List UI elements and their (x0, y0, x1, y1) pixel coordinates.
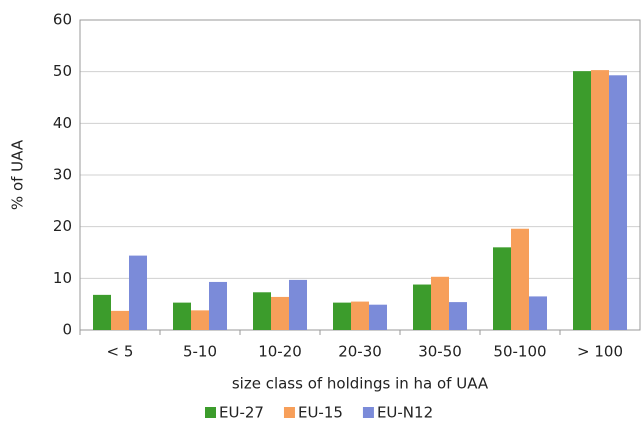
bar (573, 71, 591, 331)
x-tick-label: 20-30 (338, 343, 382, 361)
y-tick-label: 40 (53, 114, 72, 132)
bar (111, 310, 129, 330)
x-tick-label: > 100 (577, 343, 623, 361)
legend-label: EU-N12 (377, 404, 433, 422)
x-axis-title: size class of holdings in ha of UAA (232, 375, 489, 393)
bar (191, 310, 209, 330)
bar (591, 70, 609, 330)
bar (529, 296, 547, 330)
bar (493, 247, 511, 330)
bar (369, 304, 387, 330)
bar (129, 255, 147, 330)
bar (351, 301, 369, 330)
bar (431, 276, 449, 330)
legend-label: EU-27 (219, 404, 264, 422)
y-tick-label: 0 (62, 321, 72, 339)
x-tick-label: 30-50 (418, 343, 462, 361)
y-axis-title: % of UAA (9, 139, 27, 210)
bar (209, 281, 227, 330)
y-tick-label: 20 (53, 217, 72, 235)
bar (271, 296, 289, 330)
legend-swatch (283, 407, 295, 418)
y-tick-label: 30 (53, 166, 72, 184)
legend-label: EU-15 (298, 404, 343, 422)
bar (609, 75, 627, 331)
x-tick-label: 5-10 (183, 343, 217, 361)
y-tick-label: 50 (53, 62, 72, 80)
bar (449, 302, 467, 330)
bar (289, 279, 307, 330)
bar (93, 294, 111, 330)
bar (413, 284, 431, 330)
x-tick-label: 50-100 (493, 343, 546, 361)
legend-swatch (205, 407, 216, 418)
bar (173, 302, 191, 330)
bar (253, 292, 271, 330)
x-tick-label: < 5 (107, 343, 134, 361)
bar (333, 302, 351, 330)
y-tick-label: 10 (53, 269, 72, 287)
legend-swatch (362, 407, 374, 418)
y-tick-label: 60 (53, 11, 72, 29)
x-tick-label: 10-20 (258, 343, 302, 361)
bar (511, 228, 529, 330)
